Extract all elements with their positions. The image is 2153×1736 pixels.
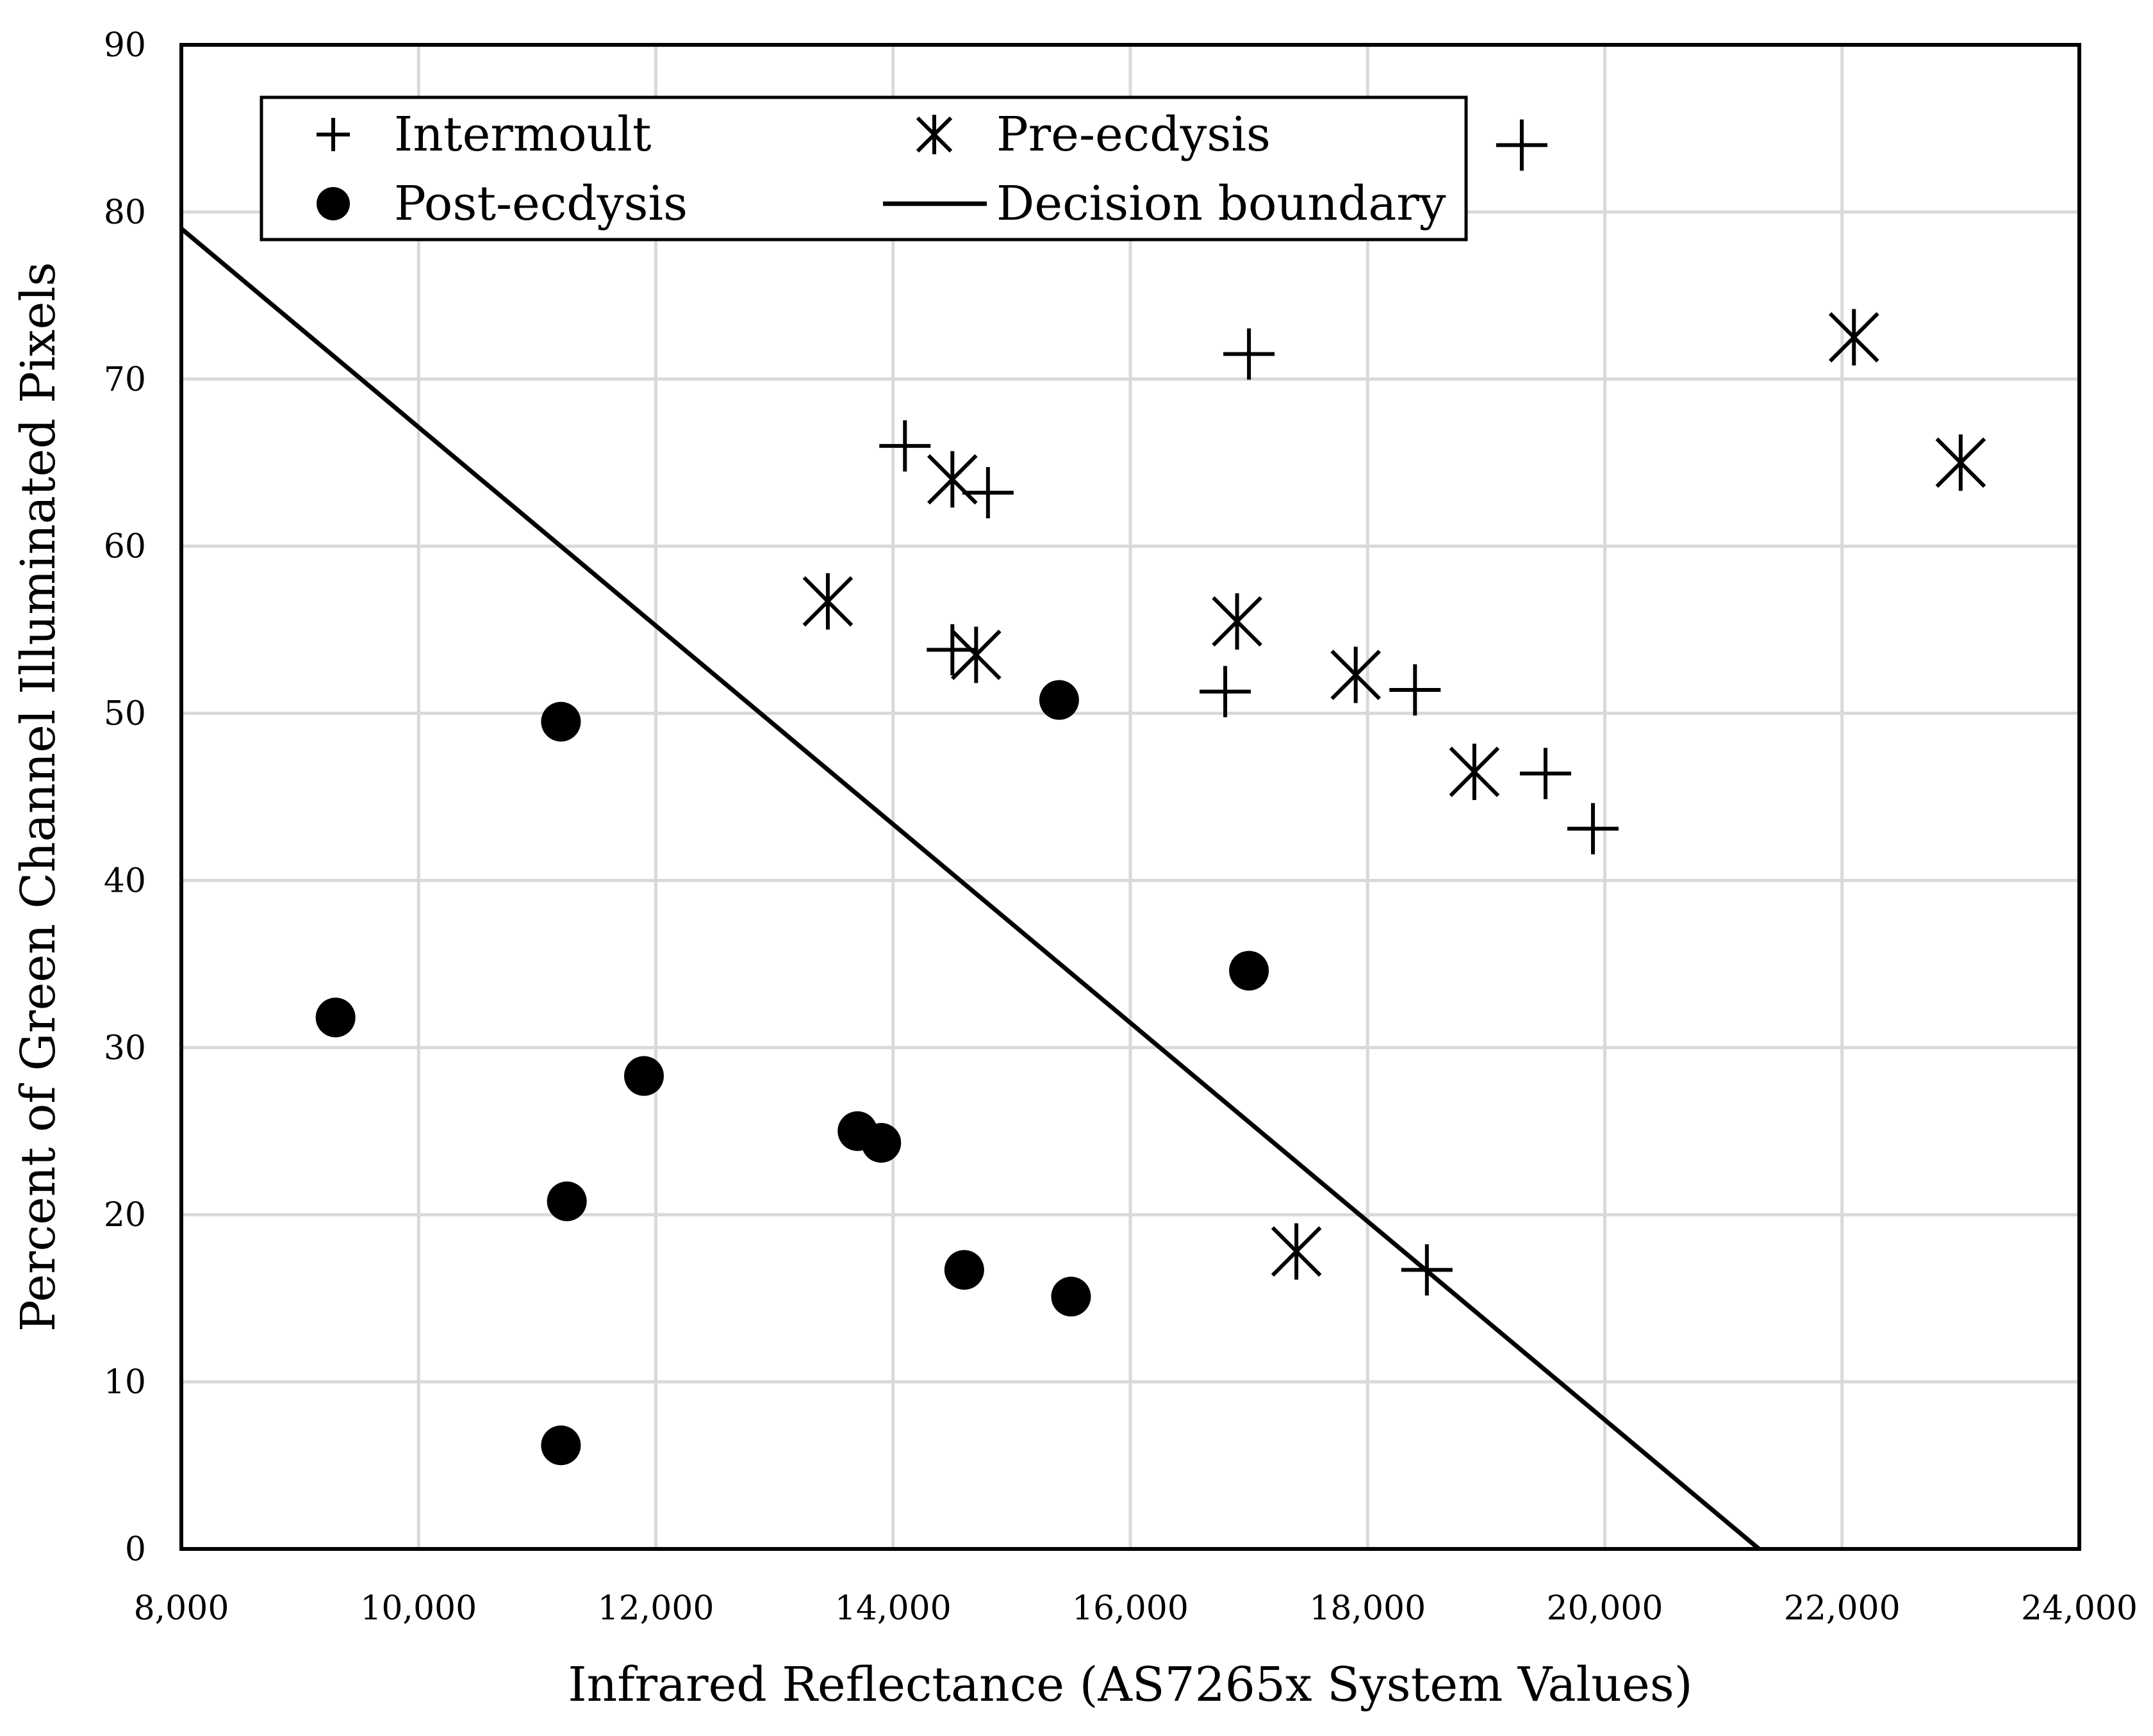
y-axis-ticks: 0 10 20 30 40 50 60 70 80 90 — [104, 26, 146, 1569]
y-tick-label: 80 — [104, 193, 146, 232]
decision-boundary-layer — [179, 227, 1761, 1551]
x-tick-label: 20,000 — [1547, 1589, 1663, 1628]
intermoult-point — [879, 420, 931, 472]
grid — [181, 45, 2079, 1549]
y-tick-label: 0 — [125, 1530, 146, 1569]
decision-boundary-line — [179, 227, 1761, 1551]
y-tick-label: 30 — [104, 1029, 146, 1067]
legend-intermoult-plus-icon — [317, 118, 350, 151]
y-tick-label: 10 — [104, 1363, 146, 1402]
x-tick-label: 14,000 — [835, 1589, 952, 1628]
pre-ecdysis-point — [1449, 743, 1500, 800]
pre-ecdysis-point — [1935, 434, 1986, 491]
legend-post-ecdysis-circle-icon — [317, 187, 350, 220]
y-tick-label: 40 — [104, 862, 146, 900]
x-tick-label: 24,000 — [2021, 1589, 2138, 1628]
y-tick-label: 70 — [104, 361, 146, 399]
post-ecdysis-point — [944, 1250, 984, 1290]
x-tick-label: 16,000 — [1072, 1589, 1189, 1628]
legend-label-post-ecdysis: Post-ecdysis — [394, 176, 688, 231]
pre-ecdysis-point — [1212, 593, 1262, 650]
intermoult-point — [1389, 664, 1441, 716]
post-ecdysis-point — [1051, 1277, 1091, 1317]
intermoult-point — [962, 467, 1014, 519]
y-tick-label: 50 — [104, 695, 146, 733]
legend-label-decision-boundary: Decision boundary — [996, 176, 1446, 231]
y-tick-label: 60 — [104, 528, 146, 566]
post-ecdysis-point — [1039, 680, 1079, 720]
legend-label-pre-ecdysis: Pre-ecdysis — [996, 107, 1271, 162]
y-axis-title: Percent of Green Channel Illuminated Pix… — [11, 262, 66, 1332]
pre-ecdysis-point — [1271, 1223, 1322, 1280]
post-ecdysis-point — [623, 1056, 664, 1096]
post-ecdysis-point — [861, 1123, 902, 1163]
intermoult-point — [1519, 748, 1571, 799]
x-axis-title: Infrared Reflectance (AS7265x System Val… — [568, 1657, 1692, 1712]
post-ecdysis-point — [1229, 951, 1269, 991]
x-tick-label: 10,000 — [360, 1589, 477, 1628]
intermoult-point — [1223, 328, 1275, 380]
x-tick-label: 8,000 — [134, 1589, 229, 1628]
legend-box — [260, 95, 1468, 242]
pre-ecdysis-point — [951, 626, 1002, 684]
y-tick-label: 90 — [104, 26, 146, 65]
legend-pre-ecdysis-asterisk-icon — [916, 115, 953, 154]
x-axis-ticks: 8,000 10,000 12,000 14,000 16,000 18,000 20,00… — [134, 1589, 2138, 1628]
y-tick-label: 20 — [104, 1196, 146, 1234]
post-ecdysis-point — [315, 997, 356, 1038]
pre-ecdysis-point — [802, 573, 854, 630]
intermoult-point — [1401, 1244, 1453, 1296]
pre-ecdysis-point — [927, 451, 978, 508]
post-ecdysis-point — [541, 701, 581, 742]
intermoult-point — [1496, 119, 1547, 171]
plot-area-frame — [179, 43, 2081, 1551]
legend: Intermoult Pre-ecdysis Post-ecdysis Deci… — [260, 95, 1468, 242]
data-points — [315, 119, 1986, 1466]
intermoult-point — [1200, 666, 1251, 717]
x-tick-label: 22,000 — [1784, 1589, 1901, 1628]
x-tick-label: 18,000 — [1309, 1589, 1426, 1628]
x-tick-label: 12,000 — [598, 1589, 714, 1628]
pre-ecdysis-point — [1828, 309, 1879, 366]
post-ecdysis-point — [547, 1181, 587, 1222]
legend-label-intermoult: Intermoult — [394, 107, 652, 162]
pre-ecdysis-point — [1330, 646, 1382, 703]
post-ecdysis-point — [541, 1425, 581, 1466]
intermoult-point — [1567, 803, 1619, 855]
